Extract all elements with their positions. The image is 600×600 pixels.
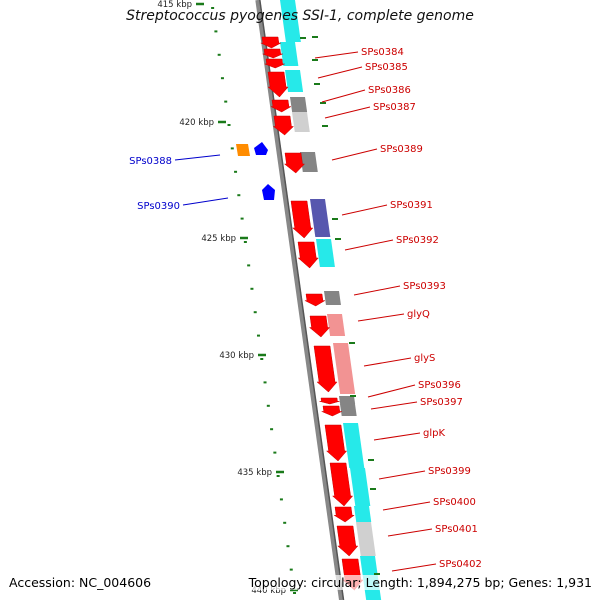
gene-label: SPs0399 — [428, 466, 471, 477]
reverse-gene-arrow — [254, 142, 268, 155]
gene-label-leader — [391, 563, 437, 572]
gene-label-leader — [367, 384, 416, 398]
gene-label: SPs0402 — [439, 559, 482, 570]
gene-label: SPs0392 — [396, 235, 439, 246]
kbp-tick-label: 420 kbp — [179, 118, 214, 128]
accession-text: Accession: NC_004606 — [9, 575, 152, 590]
gene-label: SPs0386 — [368, 85, 411, 96]
feature-bar — [280, 42, 299, 66]
forward-gene-arrow — [262, 48, 283, 59]
gene-label-leader — [363, 357, 412, 367]
gene-label: SPs0396 — [418, 380, 461, 391]
forward-gene-arrow — [329, 462, 354, 507]
map-title: Streptococcus pyogenes SSI-1, complete g… — [126, 8, 474, 24]
gene-label-leader — [344, 239, 394, 251]
feature-bar — [280, 0, 301, 42]
gene-label: glpK — [423, 428, 445, 439]
forward-gene-arrow — [308, 315, 331, 338]
gene-label-leader — [331, 148, 378, 161]
feature-bar — [354, 506, 372, 522]
gene-label: SPs0390 — [137, 201, 180, 212]
feature-bar — [343, 423, 365, 468]
gene-label-leader — [182, 197, 229, 206]
feature-bar — [356, 522, 376, 556]
kbp-tick-label: 440 kbp — [251, 586, 286, 596]
gene-label-leader — [370, 401, 418, 410]
gene-label: SPs0391 — [390, 200, 433, 211]
feature-bar — [327, 314, 346, 336]
gene-label: SPs0389 — [380, 144, 423, 155]
gene-label: SPs0388 — [129, 156, 172, 167]
forward-gene-arrow — [270, 99, 292, 113]
feature-bar — [300, 152, 318, 172]
gene-label-leader — [378, 470, 426, 480]
forward-gene-arrow — [272, 115, 295, 136]
feature-bar — [310, 199, 331, 237]
gene-label-leader — [317, 66, 363, 79]
reverse-gene-box — [236, 144, 250, 156]
forward-gene-arrow — [264, 58, 285, 69]
gene-label: SPs0387 — [373, 102, 416, 113]
forward-gene-arrow — [336, 525, 359, 557]
kbp-tick-label: 435 kbp — [237, 468, 272, 478]
forward-gene-arrow — [321, 405, 342, 417]
gene-label: SPs0385 — [365, 62, 408, 73]
gene-label: SPs0393 — [403, 281, 446, 292]
gene-label-leader — [387, 528, 433, 537]
gene-label-leader — [321, 89, 366, 103]
kbp-tick-label: 430 kbp — [219, 351, 254, 361]
feature-bar — [340, 404, 357, 416]
feature-bar — [339, 396, 356, 404]
gene-label: glyS — [414, 353, 435, 364]
reverse-gene-arrow — [262, 184, 275, 200]
forward-gene-arrow — [304, 293, 326, 307]
gene-label: SPs0384 — [361, 47, 404, 58]
gene-label-leader — [341, 204, 388, 216]
forward-gene-arrow — [290, 200, 314, 239]
gene-label: SPs0401 — [435, 524, 478, 535]
forward-gene-arrow — [283, 152, 306, 174]
forward-gene-arrow — [313, 345, 338, 393]
forward-gene-arrow — [319, 397, 340, 405]
feature-bar — [292, 112, 310, 132]
gene-label-leader — [382, 501, 431, 511]
forward-gene-arrow — [267, 71, 289, 98]
kbp-tick-label: 425 kbp — [201, 234, 236, 244]
feature-bar — [324, 291, 341, 305]
gene-label-leader — [357, 313, 405, 322]
gene-label: glyQ — [407, 309, 430, 320]
genome-summary-text: Topology: circular; Length: 1,894,275 bp… — [248, 575, 592, 590]
feature-bar — [290, 97, 308, 112]
gene-label: SPs0397 — [420, 397, 463, 408]
gene-label-leader — [373, 432, 421, 441]
kbp-tick-label: 415 kbp — [157, 0, 192, 10]
gene-label: SPs0400 — [433, 497, 476, 508]
forward-gene-arrow — [260, 36, 281, 49]
feature-bar — [333, 343, 356, 394]
gene-label-leader — [314, 51, 359, 59]
forward-gene-arrow — [324, 424, 348, 462]
feature-bar — [316, 239, 335, 267]
gene-label-leader — [174, 154, 221, 161]
gene-label-leader — [353, 285, 401, 296]
feature-bar — [285, 70, 304, 92]
gene-label-leader — [324, 106, 371, 119]
forward-gene-arrow — [333, 506, 355, 523]
feature-bar — [350, 468, 371, 506]
forward-gene-arrow — [297, 241, 319, 269]
